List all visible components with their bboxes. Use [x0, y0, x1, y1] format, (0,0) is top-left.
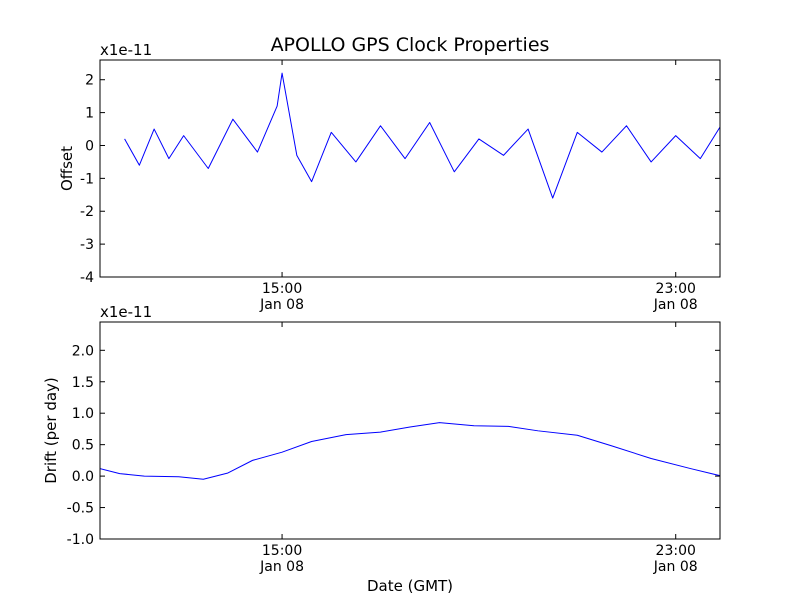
offset-y-tick-label: -3 — [80, 237, 94, 253]
offset-series-line — [124, 72, 720, 199]
drift-x-axis-label: Date (GMT) — [367, 577, 453, 595]
figure-title: APOLLO GPS Clock Properties — [271, 34, 550, 56]
offset-y-tick-label: -2 — [80, 204, 94, 220]
offset-y-tick-label: -4 — [80, 270, 94, 286]
drift-x-tick-time-label: 23:00 — [656, 543, 696, 559]
drift-x-tick-date-label: Jan 08 — [259, 559, 304, 575]
drift-plot-frame — [99, 321, 721, 540]
drift-y-tick-label: -1.0 — [67, 532, 94, 548]
drift-y-tick-label: 0.0 — [72, 469, 94, 485]
offset-y-tick-label: 2 — [85, 73, 94, 89]
drift-x-tick-date-label: Jan 08 — [653, 559, 698, 575]
offset-y-tick-label: -1 — [80, 171, 94, 187]
offset-y-axis-label: Offset — [58, 146, 76, 191]
drift-y-tick-label: 2.0 — [72, 343, 94, 359]
offset-y-tick-label: 0 — [85, 138, 94, 154]
offset-x-tick-time-label: 15:00 — [262, 281, 302, 297]
offset-x-tick-time-label: 23:00 — [656, 281, 696, 297]
drift-y-tick-label: 1.0 — [72, 406, 94, 422]
drift-x-tick-time-label: 15:00 — [262, 543, 302, 559]
drift-scale-label: x1e-11 — [100, 303, 152, 321]
offset-y-tick-label: 1 — [85, 106, 94, 122]
drift-y-axis-label: Drift (per day) — [42, 377, 60, 484]
drift-y-tick-label: -0.5 — [67, 501, 94, 517]
offset-plot-frame — [99, 59, 721, 278]
drift-y-tick-label: 1.5 — [72, 375, 94, 391]
offset-scale-label: x1e-11 — [100, 41, 152, 59]
offset-x-tick-date-label: Jan 08 — [653, 297, 698, 313]
drift-series-line — [100, 422, 720, 480]
offset-x-tick-date-label: Jan 08 — [259, 297, 304, 313]
drift-y-tick-label: 0.5 — [72, 438, 94, 454]
